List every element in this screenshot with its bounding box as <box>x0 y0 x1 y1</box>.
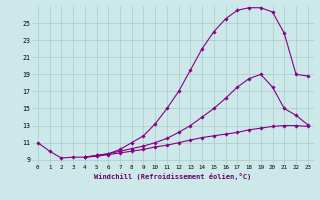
X-axis label: Windchill (Refroidissement éolien,°C): Windchill (Refroidissement éolien,°C) <box>94 173 252 180</box>
